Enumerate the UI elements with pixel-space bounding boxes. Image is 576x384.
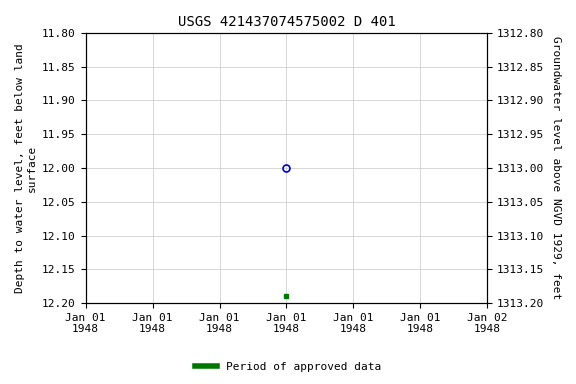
Title: USGS 421437074575002 D 401: USGS 421437074575002 D 401 [177, 15, 395, 29]
Legend: Period of approved data: Period of approved data [191, 358, 385, 377]
Y-axis label: Groundwater level above NGVD 1929, feet: Groundwater level above NGVD 1929, feet [551, 36, 561, 300]
Y-axis label: Depth to water level, feet below land
surface: Depth to water level, feet below land su… [15, 43, 37, 293]
